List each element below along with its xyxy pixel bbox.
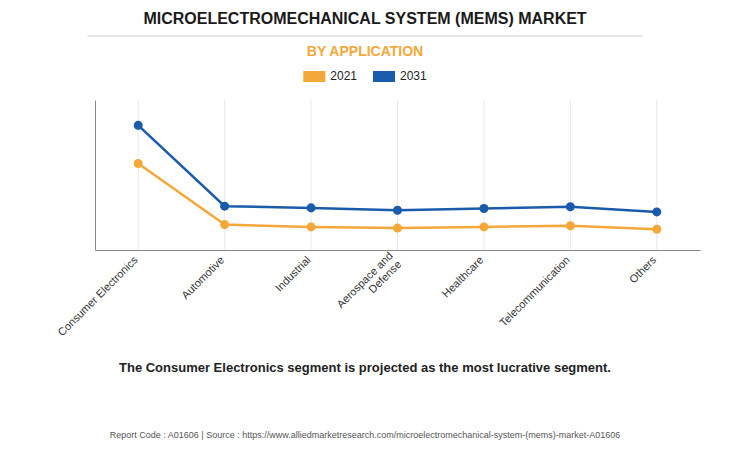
x-tick-label: Automotive (179, 254, 226, 301)
footnote: The Consumer Electronics segment is proj… (119, 360, 611, 375)
point (652, 207, 661, 216)
legend-label: 2021 (330, 69, 357, 83)
legend-item: 2021 (303, 69, 357, 83)
y-axis-line (95, 101, 96, 251)
x-axis-line (96, 250, 701, 251)
point (566, 221, 575, 230)
y-axis (95, 101, 96, 251)
series (134, 121, 662, 217)
legend-label: 2031 (400, 69, 427, 83)
point (220, 202, 229, 211)
point (307, 222, 316, 231)
line (138, 125, 657, 212)
legend-item: 2031 (373, 69, 427, 83)
point (479, 204, 488, 213)
x-tick: Automotive (179, 250, 226, 301)
x-tick: Others (627, 250, 659, 285)
legend-swatch (303, 71, 325, 82)
x-tick-label: Others (627, 253, 659, 285)
x-tick-label: Consumer Electronics (55, 253, 140, 338)
x-tick-label: Aerospace andDefense (334, 249, 403, 318)
separator (88, 36, 643, 37)
point (220, 220, 229, 229)
x-tick-label: Industrial (273, 254, 313, 294)
x-tick-label: Telecommunication (497, 254, 572, 329)
point (134, 121, 143, 130)
legend-swatch (373, 71, 395, 82)
x-tick: Healthcare (439, 250, 485, 300)
series (134, 159, 662, 234)
title: MICROELECTROMECHANICAL SYSTEM (MEMS) MAR… (143, 10, 586, 27)
point (307, 203, 316, 212)
point (393, 206, 402, 215)
plot-area (134, 121, 662, 234)
x-tick: Aerospace andDefense (334, 249, 403, 318)
x-axis: Consumer Electronics Automotive Industrial… (55, 249, 700, 338)
point (652, 225, 661, 234)
source-note: Report Code : A01606 | Source : https://… (110, 430, 621, 440)
x-tick: Industrial (273, 250, 313, 294)
legend: 2021 2031 (303, 69, 427, 83)
point (479, 222, 488, 231)
subtitle: BY APPLICATION (307, 43, 423, 59)
point (566, 202, 575, 211)
grid (138, 100, 657, 250)
x-tick-label: Healthcare (439, 254, 485, 300)
point (393, 224, 402, 233)
point (134, 159, 143, 168)
x-tick: Telecommunication (497, 250, 572, 329)
line (138, 163, 657, 229)
chart: MICROELECTROMECHANICAL SYSTEM (MEMS) MAR… (0, 0, 730, 453)
x-tick: Consumer Electronics (55, 250, 140, 338)
